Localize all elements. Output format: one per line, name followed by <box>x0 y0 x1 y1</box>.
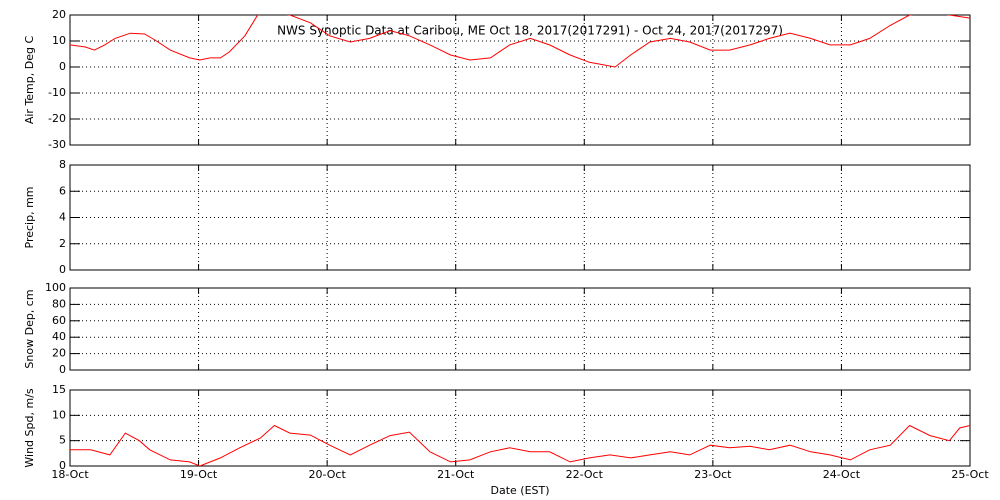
y-tick-label: 10 <box>52 408 66 421</box>
x-tick-label: 25-Oct <box>951 468 989 481</box>
y-axis-label: Wind Spd, m/s <box>23 388 36 468</box>
y-tick-label: 20 <box>52 8 66 21</box>
x-axis-label: Date (EST) <box>490 484 549 497</box>
plot-frame <box>69 164 971 271</box>
y-axis-label: Precip, mm <box>23 187 36 249</box>
y-tick-label: 8 <box>59 158 66 171</box>
y-tick-label: -10 <box>48 86 66 99</box>
y-tick-label: 40 <box>52 330 66 343</box>
y-tick-label: 80 <box>52 297 66 310</box>
y-tick-label: 5 <box>59 434 66 447</box>
x-tick-label: 22-Oct <box>566 468 604 481</box>
y-tick-label: 6 <box>59 184 66 197</box>
x-tick-label: 20-Oct <box>308 468 346 481</box>
y-tick-label: 60 <box>52 314 66 327</box>
y-tick-label: -30 <box>48 138 66 151</box>
x-tick-label: 24-Oct <box>823 468 861 481</box>
y-tick-label: 0 <box>59 60 66 73</box>
chart-title: NWS Synoptic Data at Caribou, ME Oct 18,… <box>277 24 783 38</box>
y-axis-label: Snow Dep, cm <box>23 289 36 368</box>
plot-frame <box>69 287 971 371</box>
data-line <box>70 15 970 68</box>
plot-frame <box>69 14 971 146</box>
y-axis-label: Air Temp, Deg C <box>23 36 36 125</box>
y-tick-label: 4 <box>59 211 66 224</box>
y-tick-label: -20 <box>48 112 66 125</box>
y-tick-label: 0 <box>59 363 66 376</box>
y-tick-label: 0 <box>59 263 66 276</box>
x-tick-label: 18-Oct <box>51 468 89 481</box>
plot-frame <box>69 389 971 467</box>
x-tick-label: 19-Oct <box>180 468 218 481</box>
y-tick-label: 20 <box>52 347 66 360</box>
x-tick-label: 23-Oct <box>694 468 732 481</box>
y-tick-label: 15 <box>52 383 66 396</box>
y-tick-label: 2 <box>59 237 66 250</box>
data-line <box>70 424 970 466</box>
y-tick-label: 0 <box>59 459 66 472</box>
y-tick-label: 100 <box>45 281 66 294</box>
x-tick-label: 21-Oct <box>437 468 475 481</box>
y-tick-label: 10 <box>52 34 66 47</box>
